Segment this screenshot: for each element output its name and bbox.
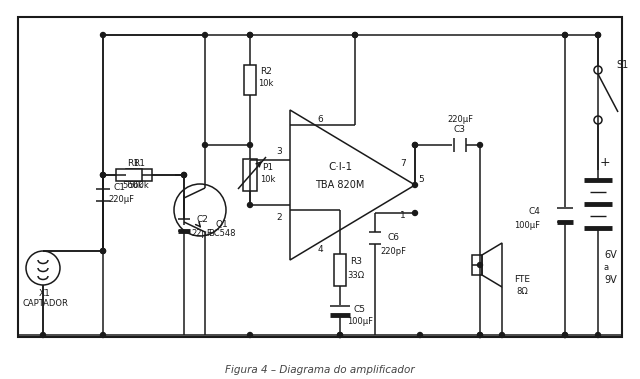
- Circle shape: [100, 33, 106, 38]
- Circle shape: [248, 143, 253, 147]
- Circle shape: [337, 332, 342, 338]
- Text: 4: 4: [317, 246, 323, 255]
- Text: 220μF: 220μF: [447, 114, 473, 124]
- Text: TBA 820M: TBA 820M: [316, 180, 365, 190]
- Text: R2: R2: [260, 67, 272, 77]
- Bar: [18, 17, 622, 337]
- Circle shape: [100, 332, 106, 338]
- Circle shape: [248, 332, 253, 338]
- Bar: [472, 255, 482, 275]
- Text: 6V: 6V: [604, 250, 617, 260]
- Text: +: +: [600, 155, 611, 169]
- Text: R1: R1: [133, 160, 145, 169]
- Text: 10k: 10k: [260, 174, 276, 183]
- Circle shape: [100, 172, 106, 177]
- Text: 100μF: 100μF: [514, 221, 540, 230]
- Text: R3: R3: [350, 257, 362, 266]
- Text: 8Ω: 8Ω: [516, 287, 528, 296]
- Circle shape: [417, 332, 422, 338]
- Circle shape: [100, 172, 106, 177]
- Bar: [243, 159, 257, 191]
- Text: C3: C3: [454, 124, 466, 133]
- Text: 7: 7: [400, 158, 406, 168]
- Text: Q1: Q1: [216, 219, 228, 229]
- Text: 9V: 9V: [604, 275, 617, 285]
- Text: C6: C6: [387, 233, 399, 243]
- Text: CAPTADOR: CAPTADOR: [22, 299, 68, 307]
- Circle shape: [477, 332, 483, 338]
- Text: FTE: FTE: [514, 274, 530, 283]
- Bar: [334, 254, 346, 286]
- Circle shape: [182, 172, 186, 177]
- Circle shape: [413, 183, 417, 188]
- Circle shape: [563, 33, 568, 38]
- Text: C1: C1: [113, 183, 125, 191]
- Circle shape: [413, 143, 417, 147]
- Text: C4: C4: [528, 207, 540, 216]
- Text: 1: 1: [400, 210, 406, 219]
- Text: 220μF: 220μF: [108, 196, 134, 205]
- Circle shape: [337, 332, 342, 338]
- Text: 6: 6: [317, 116, 323, 124]
- Circle shape: [595, 332, 600, 338]
- Circle shape: [353, 33, 358, 38]
- Circle shape: [413, 210, 417, 216]
- Circle shape: [248, 202, 253, 207]
- Circle shape: [40, 332, 45, 338]
- Text: P1: P1: [262, 163, 273, 172]
- Circle shape: [202, 143, 207, 147]
- Bar: [126, 169, 152, 181]
- Circle shape: [248, 33, 253, 38]
- Text: S1: S1: [616, 60, 628, 70]
- Circle shape: [563, 332, 568, 338]
- Text: 220pF: 220pF: [380, 247, 406, 257]
- Text: 10k: 10k: [259, 80, 274, 89]
- Text: 560k: 560k: [129, 182, 149, 191]
- Text: 2: 2: [276, 213, 282, 222]
- Text: C2: C2: [196, 215, 208, 224]
- Circle shape: [595, 33, 600, 38]
- Text: 33Ω: 33Ω: [348, 271, 365, 279]
- Circle shape: [499, 332, 504, 338]
- Circle shape: [202, 33, 207, 38]
- Text: a: a: [604, 263, 609, 273]
- Circle shape: [182, 172, 186, 177]
- Circle shape: [100, 249, 106, 254]
- Text: C·I-1: C·I-1: [328, 162, 352, 172]
- Bar: [116, 169, 142, 181]
- Text: 560k: 560k: [123, 182, 143, 191]
- Bar: [244, 65, 256, 95]
- Circle shape: [595, 33, 600, 38]
- Text: R1: R1: [127, 160, 139, 169]
- Circle shape: [477, 263, 483, 268]
- Circle shape: [477, 332, 483, 338]
- Circle shape: [563, 332, 568, 338]
- Circle shape: [353, 33, 358, 38]
- Text: X1: X1: [39, 290, 51, 299]
- Text: BC548: BC548: [208, 230, 236, 238]
- Text: 5: 5: [418, 175, 424, 185]
- Text: 100μF: 100μF: [347, 318, 373, 326]
- Circle shape: [413, 143, 417, 147]
- Text: 3: 3: [276, 147, 282, 157]
- Text: C5: C5: [354, 305, 366, 315]
- Text: 22μF: 22μF: [191, 229, 212, 238]
- Circle shape: [563, 33, 568, 38]
- Circle shape: [477, 143, 483, 147]
- Text: Figura 4 – Diagrama do amplificador: Figura 4 – Diagrama do amplificador: [225, 365, 415, 375]
- Circle shape: [100, 249, 106, 254]
- Circle shape: [248, 33, 253, 38]
